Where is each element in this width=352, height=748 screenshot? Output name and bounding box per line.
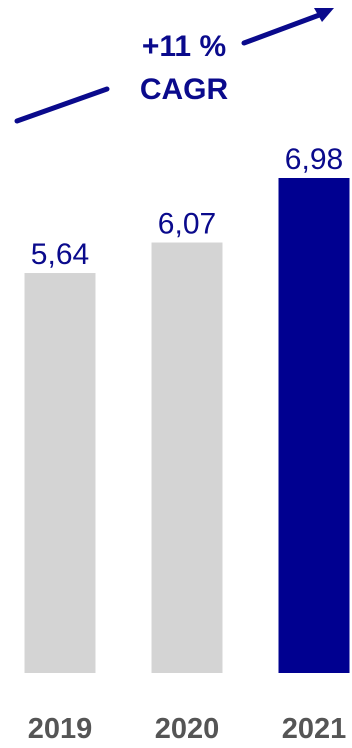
cagr-percent-label: +11 % [142,30,226,63]
value-labels-group: 5,64 6,07 6,98 [31,143,343,271]
cagr-arrow-line-left [14,86,110,124]
cagr-arrow-line-right [241,11,325,46]
value-label-2020: 6,07 [158,208,216,241]
x-tick-label-2021: 2021 [282,713,347,745]
cagr-annotation: +11 % CAGR [14,8,334,124]
cagr-label: CAGR [140,73,229,106]
bar-2019 [24,273,96,673]
bar-2020 [151,242,223,674]
x-tick-labels-group: 2019 2020 2021 [28,713,347,745]
value-label-2021: 6,98 [285,143,343,176]
arrow-head-icon [314,8,334,22]
x-tick-label-2019: 2019 [28,713,93,745]
bars-group [24,178,350,674]
x-tick-label-2020: 2020 [155,713,220,745]
value-label-2019: 5,64 [31,238,89,271]
bar-2021 [278,178,350,673]
